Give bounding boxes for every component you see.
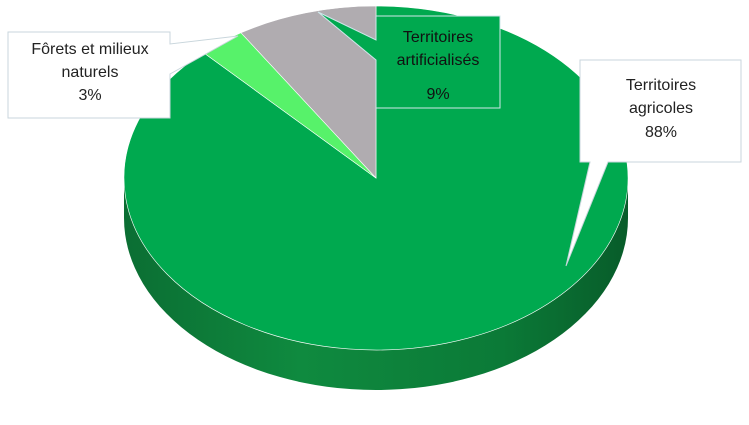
label-forets-pct: 3% (78, 87, 101, 104)
pie-slice-artificialises (240, 5, 377, 179)
label-forets-line1: Fôrets et milieux (31, 41, 148, 58)
callout-forets (7, 31, 239, 119)
label-artificialises-line1: Territoires (403, 29, 473, 46)
label-artificialises-pct: 9% (426, 86, 449, 103)
label-artificialises: Territoires artificialisés 9% (317, 11, 501, 109)
label-forets-line2: naturels (62, 64, 119, 81)
pie-side-wall (124, 178, 628, 390)
label-agricoles-pct: 88% (645, 124, 677, 141)
label-artificialises-line2: artificialisés (397, 52, 480, 69)
label-forets: Fôrets et milieux naturels 3% (7, 31, 239, 119)
label-agricoles: Territoires agricoles 88% (565, 59, 742, 267)
label-agricoles-line2: agricoles (629, 100, 693, 117)
label-agricoles-line1: Territoires (626, 77, 696, 94)
callout-agricoles (565, 59, 742, 267)
callout-artificialises (317, 11, 501, 109)
